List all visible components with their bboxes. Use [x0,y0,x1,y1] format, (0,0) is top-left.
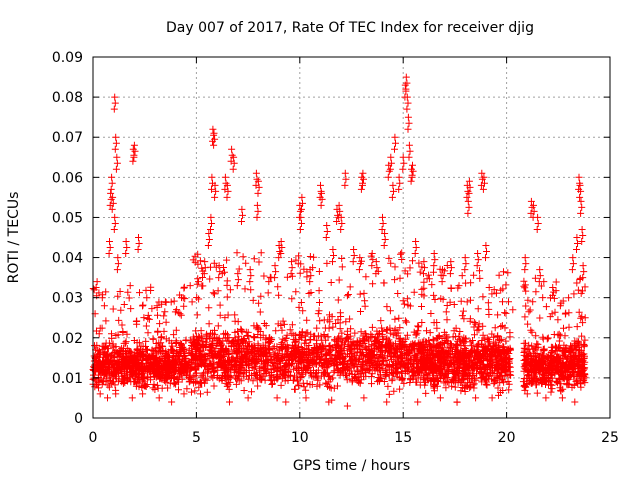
y-tick-label: 0.02 [52,331,83,347]
x-axis-tick-labels: 0 5 10 15 20 25 [89,430,619,446]
y-tick-label: 0.08 [52,90,83,106]
y-tick-label: 0.01 [52,371,83,387]
x-tick-label: 0 [89,430,98,446]
roti-point-markers [89,73,589,410]
y-tick-label: 0.06 [52,170,83,186]
y-tick-label: 0.09 [52,50,83,66]
x-tick-label: 25 [601,430,619,446]
y-axis-tick-labels: 0 0.01 0.02 0.03 0.04 0.05 0.06 0.07 0.08 0.09 [52,50,83,427]
axis-ticks [92,56,611,419]
y-tick-label: 0.05 [52,210,83,226]
x-axis-label: GPS time / hours [293,458,410,474]
x-tick-label: 15 [394,430,412,446]
y-tick-label: 0.03 [52,291,83,307]
x-tick-label: 10 [291,430,309,446]
x-tick-label: 20 [498,430,516,446]
y-tick-label: 0.07 [52,130,83,146]
plot-frame [92,56,611,419]
y-tick-label: 0.04 [52,251,83,267]
y-tick-label: 0 [74,411,83,427]
chart-title: Day 007 of 2017, Rate Of TEC Index for r… [166,20,534,36]
y-axis-label: ROTI / TECUs [6,192,22,284]
x-tick-label: 5 [192,430,201,446]
data-points [89,73,589,410]
